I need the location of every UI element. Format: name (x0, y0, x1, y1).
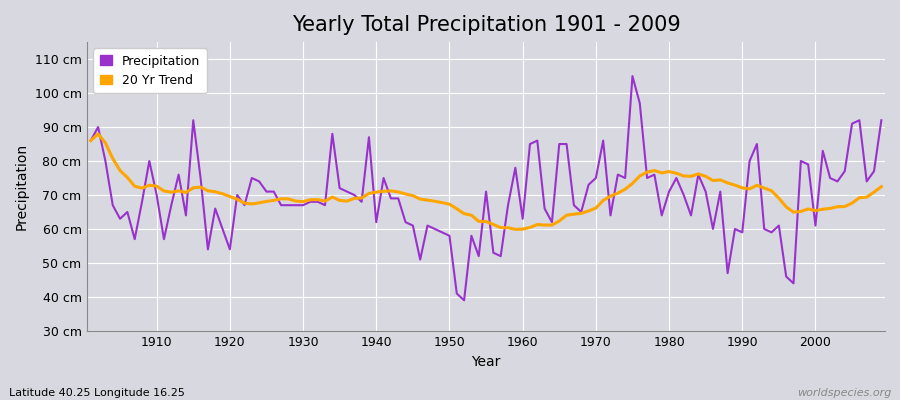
Line: Precipitation: Precipitation (91, 76, 881, 300)
Precipitation (627, 74, 638, 78)
Precipitation (459, 298, 470, 303)
Text: Latitude 40.25 Longitude 16.25: Latitude 40.25 Longitude 16.25 (9, 388, 184, 398)
Precipitation (876, 118, 886, 123)
Precipitation (612, 172, 623, 177)
Line: 20 Yr Trend: 20 Yr Trend (91, 134, 881, 229)
Legend: Precipitation, 20 Yr Trend: Precipitation, 20 Yr Trend (94, 48, 207, 93)
Precipitation (525, 142, 535, 146)
Y-axis label: Precipitation: Precipitation (15, 143, 29, 230)
20 Yr Trend (356, 196, 367, 200)
20 Yr Trend (525, 225, 535, 230)
Title: Yearly Total Precipitation 1901 - 2009: Yearly Total Precipitation 1901 - 2009 (292, 15, 680, 35)
Precipitation (305, 199, 316, 204)
Precipitation (518, 216, 528, 221)
Text: worldspecies.org: worldspecies.org (796, 388, 891, 398)
20 Yr Trend (510, 227, 521, 232)
20 Yr Trend (532, 222, 543, 227)
Precipitation (144, 159, 155, 164)
20 Yr Trend (86, 138, 96, 143)
20 Yr Trend (876, 184, 886, 189)
20 Yr Trend (620, 187, 631, 192)
20 Yr Trend (151, 184, 162, 188)
Precipitation (86, 138, 96, 143)
X-axis label: Year: Year (472, 355, 500, 369)
20 Yr Trend (93, 132, 104, 136)
Precipitation (349, 192, 360, 197)
20 Yr Trend (312, 197, 323, 202)
